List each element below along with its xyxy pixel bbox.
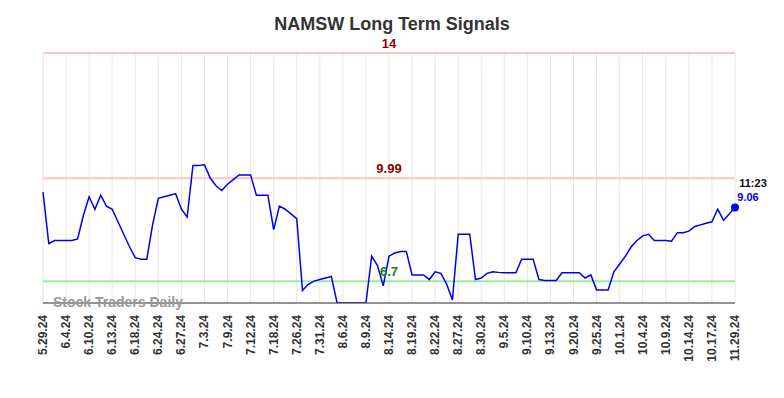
svg-text:7.3.24: 7.3.24 bbox=[197, 315, 211, 349]
svg-text:7.9.24: 7.9.24 bbox=[221, 315, 235, 349]
svg-text:9.5.24: 9.5.24 bbox=[497, 315, 511, 349]
svg-text:14: 14 bbox=[382, 36, 397, 51]
svg-text:9.20.24: 9.20.24 bbox=[567, 315, 581, 355]
svg-text:8.19.24: 8.19.24 bbox=[405, 315, 419, 355]
svg-text:6.13.24: 6.13.24 bbox=[105, 315, 119, 355]
svg-text:6.18.24: 6.18.24 bbox=[128, 315, 142, 355]
svg-text:6.24.24: 6.24.24 bbox=[151, 315, 165, 355]
svg-text:9.25.24: 9.25.24 bbox=[590, 315, 604, 355]
svg-text:6.10.24: 6.10.24 bbox=[82, 315, 96, 355]
html-text:Stock Traders Daily: Stock Traders Daily bbox=[53, 294, 183, 310]
svg-text:10.14.24: 10.14.24 bbox=[682, 315, 696, 362]
svg-text:11:23: 11:23 bbox=[739, 177, 767, 189]
svg-text:10.1.24: 10.1.24 bbox=[613, 315, 627, 355]
svg-text:7.18.24: 7.18.24 bbox=[267, 315, 281, 355]
svg-text:7.12.24: 7.12.24 bbox=[244, 315, 258, 355]
svg-text:5.29.24: 5.29.24 bbox=[36, 315, 50, 355]
svg-text:9.13.24: 9.13.24 bbox=[543, 315, 557, 355]
svg-text:8.30.24: 8.30.24 bbox=[474, 315, 488, 355]
svg-text:7.26.24: 7.26.24 bbox=[290, 315, 304, 355]
svg-text:11.29.24: 11.29.24 bbox=[728, 315, 742, 361]
svg-text:10.4.24: 10.4.24 bbox=[636, 315, 650, 355]
svg-text:10.17.24: 10.17.24 bbox=[705, 315, 719, 362]
svg-text:7.31.24: 7.31.24 bbox=[313, 315, 327, 355]
svg-text:8.14.24: 8.14.24 bbox=[382, 315, 396, 355]
svg-text:8.22.24: 8.22.24 bbox=[428, 315, 442, 355]
svg-text:8.27.24: 8.27.24 bbox=[451, 315, 465, 355]
svg-text:9.99: 9.99 bbox=[376, 161, 401, 176]
html-text:NAMSW Long Term Signals: NAMSW Long Term Signals bbox=[274, 14, 510, 34]
svg-text:6.7: 6.7 bbox=[380, 264, 398, 279]
svg-text:6.27.24: 6.27.24 bbox=[174, 315, 188, 355]
svg-text:10.9.24: 10.9.24 bbox=[659, 315, 673, 355]
svg-text:8.6.24: 8.6.24 bbox=[336, 315, 350, 349]
svg-text:9.10.24: 9.10.24 bbox=[520, 315, 534, 355]
svg-text:6.4.24: 6.4.24 bbox=[59, 315, 73, 349]
svg-text:9.06: 9.06 bbox=[737, 191, 758, 203]
svg-text:8.9.24: 8.9.24 bbox=[359, 315, 373, 349]
